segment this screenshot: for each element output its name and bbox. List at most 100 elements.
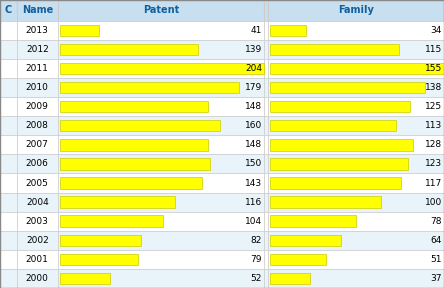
- Bar: [270, 24, 306, 36]
- Bar: [60, 24, 99, 36]
- Bar: [268, 193, 444, 212]
- Text: 41: 41: [250, 26, 262, 35]
- Bar: [17, 78, 58, 97]
- Text: 2012: 2012: [26, 45, 49, 54]
- Bar: [60, 273, 111, 284]
- Bar: [17, 21, 58, 40]
- Bar: [60, 101, 207, 112]
- Bar: [270, 234, 341, 246]
- Text: 148: 148: [245, 102, 262, 111]
- Bar: [58, 154, 264, 173]
- Bar: [17, 97, 58, 116]
- Bar: [58, 269, 264, 288]
- Bar: [264, 97, 268, 116]
- Text: 79: 79: [250, 255, 262, 264]
- Bar: [58, 78, 264, 97]
- Text: 138: 138: [424, 83, 442, 92]
- Bar: [58, 0, 264, 21]
- Bar: [268, 212, 444, 231]
- Text: 37: 37: [430, 274, 442, 283]
- Text: 2013: 2013: [26, 26, 49, 35]
- Text: 148: 148: [245, 140, 262, 149]
- Bar: [268, 250, 444, 269]
- Bar: [58, 21, 264, 40]
- Bar: [264, 21, 268, 40]
- Text: 125: 125: [424, 102, 442, 111]
- Bar: [17, 193, 58, 212]
- Text: 160: 160: [245, 121, 262, 130]
- Bar: [264, 116, 268, 135]
- Text: Name: Name: [22, 5, 53, 15]
- Bar: [0, 135, 17, 154]
- Bar: [0, 21, 17, 40]
- Text: 128: 128: [424, 140, 442, 149]
- Bar: [17, 231, 58, 250]
- Bar: [264, 250, 268, 269]
- Text: 64: 64: [430, 236, 442, 245]
- Text: 104: 104: [245, 217, 262, 226]
- Bar: [268, 154, 444, 173]
- Bar: [17, 59, 58, 78]
- Bar: [268, 269, 444, 288]
- Bar: [60, 139, 207, 151]
- Bar: [17, 173, 58, 193]
- Text: Family: Family: [338, 5, 374, 15]
- Bar: [264, 59, 268, 78]
- Bar: [270, 254, 326, 265]
- Bar: [17, 0, 58, 21]
- Text: 2006: 2006: [26, 160, 49, 168]
- Bar: [270, 139, 413, 151]
- Bar: [0, 78, 17, 97]
- Text: 123: 123: [424, 160, 442, 168]
- Bar: [264, 231, 268, 250]
- Text: 155: 155: [424, 64, 442, 73]
- Text: 2005: 2005: [26, 179, 49, 187]
- Text: 116: 116: [245, 198, 262, 206]
- Bar: [0, 173, 17, 193]
- Bar: [58, 212, 264, 231]
- Text: 2002: 2002: [26, 236, 49, 245]
- Bar: [0, 193, 17, 212]
- Bar: [60, 158, 210, 170]
- Bar: [17, 116, 58, 135]
- Bar: [58, 40, 264, 59]
- Bar: [58, 250, 264, 269]
- Bar: [270, 273, 310, 284]
- Bar: [58, 231, 264, 250]
- Bar: [60, 120, 220, 131]
- Text: 100: 100: [424, 198, 442, 206]
- Bar: [268, 40, 444, 59]
- Text: 117: 117: [424, 179, 442, 187]
- Bar: [270, 44, 399, 55]
- Text: 2004: 2004: [26, 198, 49, 206]
- Text: 179: 179: [245, 83, 262, 92]
- Text: 143: 143: [245, 179, 262, 187]
- Text: 51: 51: [430, 255, 442, 264]
- Text: 2008: 2008: [26, 121, 49, 130]
- Bar: [0, 59, 17, 78]
- Bar: [0, 116, 17, 135]
- Bar: [268, 0, 444, 21]
- Bar: [264, 193, 268, 212]
- Bar: [270, 82, 424, 93]
- Bar: [0, 212, 17, 231]
- Text: 2001: 2001: [26, 255, 49, 264]
- Bar: [58, 135, 264, 154]
- Bar: [17, 269, 58, 288]
- Bar: [264, 173, 268, 193]
- Bar: [268, 173, 444, 193]
- Bar: [0, 0, 17, 21]
- Bar: [0, 269, 17, 288]
- Bar: [268, 97, 444, 116]
- Text: 52: 52: [250, 274, 262, 283]
- Text: 115: 115: [424, 45, 442, 54]
- Text: 34: 34: [430, 26, 442, 35]
- Bar: [0, 231, 17, 250]
- Bar: [60, 215, 163, 227]
- Text: 150: 150: [245, 160, 262, 168]
- Bar: [264, 135, 268, 154]
- Bar: [264, 0, 268, 21]
- Bar: [270, 215, 357, 227]
- Bar: [270, 177, 401, 189]
- Bar: [268, 78, 444, 97]
